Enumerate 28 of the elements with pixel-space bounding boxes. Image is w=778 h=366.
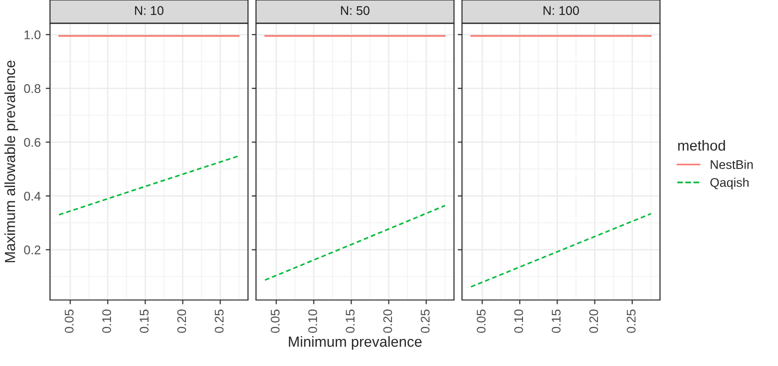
legend-label: Qaqish xyxy=(710,178,749,190)
x-tick-label: 0.25 xyxy=(214,310,224,333)
x-axis-title: Minimum prevalence xyxy=(288,336,422,350)
x-tick-label: 0.20 xyxy=(177,310,186,333)
y-tick-label: 0.2 xyxy=(24,246,40,254)
x-tick-label: 0.15 xyxy=(346,310,355,333)
x-tick-label: 0.05 xyxy=(270,310,280,333)
x-tick-label: 0.05 xyxy=(476,310,486,333)
x-tick-label: 0.15 xyxy=(140,310,149,333)
chart-title: N: 100 xyxy=(544,6,579,16)
x-tick-label: 0.20 xyxy=(383,310,392,333)
y-tick-label: 0.4 xyxy=(24,192,41,201)
x-tick-label: 0.25 xyxy=(420,310,430,333)
x-tick-label: 0.10 xyxy=(514,310,524,333)
chart-title: N: 50 xyxy=(341,6,370,16)
x-tick-label: 0.15 xyxy=(552,310,561,333)
y-tick-label: 0.6 xyxy=(24,138,40,147)
y-tick-label: 0.8 xyxy=(24,84,40,94)
x-tick-label: 0.25 xyxy=(626,310,636,333)
chart-title: N: 10 xyxy=(135,6,164,16)
y-axis-title: Maximum allowable prevalence xyxy=(4,60,18,262)
x-tick-label: 0.10 xyxy=(102,310,112,333)
x-tick-label: 0.10 xyxy=(308,310,318,333)
y-tick-label: 1.0 xyxy=(24,30,40,40)
legend-title: method xyxy=(678,140,725,151)
legend-label: NestBin xyxy=(710,160,753,170)
x-tick-label: 0.05 xyxy=(64,310,74,333)
x-tick-label: 0.20 xyxy=(589,310,598,333)
